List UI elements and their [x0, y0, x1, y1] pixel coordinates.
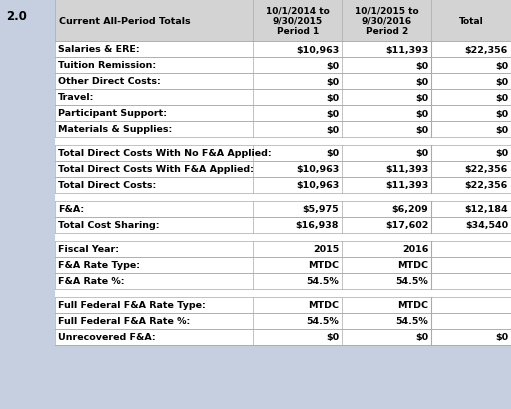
Bar — [55, 257, 511, 273]
Text: $0: $0 — [415, 149, 428, 158]
Text: Salaries & ERE:: Salaries & ERE: — [58, 45, 140, 54]
Text: $0: $0 — [495, 109, 508, 118]
Text: F&A:: F&A: — [58, 205, 84, 214]
Text: Full Federal F&A Rate Type:: Full Federal F&A Rate Type: — [58, 301, 206, 310]
Text: $0: $0 — [415, 125, 428, 134]
Text: $0: $0 — [326, 125, 339, 134]
Text: 2016: 2016 — [402, 245, 428, 254]
Text: 2.0: 2.0 — [6, 10, 27, 23]
Text: $0: $0 — [326, 77, 339, 86]
Text: Total Direct Costs With No F&A Applied:: Total Direct Costs With No F&A Applied: — [58, 149, 272, 158]
Text: 10/1/2014 to
9/30/2015
Period 1: 10/1/2014 to 9/30/2015 Period 1 — [266, 6, 330, 36]
Text: 2015: 2015 — [313, 245, 339, 254]
Bar — [55, 138, 511, 146]
Text: $11,393: $11,393 — [385, 45, 428, 54]
Text: Total Cost Sharing:: Total Cost Sharing: — [58, 221, 159, 230]
Bar — [55, 241, 511, 257]
Text: 54.5%: 54.5% — [396, 277, 428, 286]
Bar — [55, 345, 511, 409]
Bar — [55, 313, 511, 329]
Text: $0: $0 — [495, 149, 508, 158]
Bar — [55, 273, 511, 289]
Text: $10,963: $10,963 — [296, 45, 339, 54]
Bar — [55, 0, 511, 42]
Text: $0: $0 — [415, 77, 428, 86]
Text: Tuition Remission:: Tuition Remission: — [58, 61, 156, 70]
Bar — [55, 58, 511, 74]
Text: $22,356: $22,356 — [464, 165, 508, 174]
Text: MTDC: MTDC — [308, 301, 339, 310]
Text: MTDC: MTDC — [308, 261, 339, 270]
Text: F&A Rate %:: F&A Rate %: — [58, 277, 125, 286]
Text: MTDC: MTDC — [397, 301, 428, 310]
Bar — [55, 122, 511, 138]
Text: $0: $0 — [326, 333, 339, 342]
Text: 54.5%: 54.5% — [307, 317, 339, 326]
Bar — [55, 234, 511, 241]
Text: $11,393: $11,393 — [385, 181, 428, 190]
Text: $0: $0 — [495, 93, 508, 102]
Text: $22,356: $22,356 — [464, 181, 508, 190]
Bar — [55, 74, 511, 90]
Text: $0: $0 — [495, 333, 508, 342]
Text: $0: $0 — [415, 93, 428, 102]
Text: $0: $0 — [495, 125, 508, 134]
Bar — [55, 106, 511, 122]
Text: Current All-Period Totals: Current All-Period Totals — [59, 16, 191, 25]
Text: $0: $0 — [326, 93, 339, 102]
Bar — [55, 90, 511, 106]
Text: Other Direct Costs:: Other Direct Costs: — [58, 77, 161, 86]
Text: Total Direct Costs With F&A Applied:: Total Direct Costs With F&A Applied: — [58, 165, 254, 174]
Text: 54.5%: 54.5% — [396, 317, 428, 326]
Bar — [55, 329, 511, 345]
Bar — [55, 42, 511, 58]
Text: $10,963: $10,963 — [296, 165, 339, 174]
Text: $16,938: $16,938 — [296, 221, 339, 230]
Text: $6,209: $6,209 — [391, 205, 428, 214]
Text: $22,356: $22,356 — [464, 45, 508, 54]
Text: F&A Rate Type:: F&A Rate Type: — [58, 261, 140, 270]
Text: Travel:: Travel: — [58, 93, 95, 102]
Text: Total Direct Costs:: Total Direct Costs: — [58, 181, 156, 190]
Text: Materials & Supplies:: Materials & Supplies: — [58, 125, 172, 134]
Text: $0: $0 — [495, 77, 508, 86]
Text: $0: $0 — [415, 61, 428, 70]
Bar — [55, 193, 511, 202]
Text: Fiscal Year:: Fiscal Year: — [58, 245, 119, 254]
Text: $0: $0 — [326, 109, 339, 118]
Bar — [0, 345, 55, 409]
Text: $0: $0 — [326, 149, 339, 158]
Text: $17,602: $17,602 — [385, 221, 428, 230]
Text: 54.5%: 54.5% — [307, 277, 339, 286]
Text: $5,975: $5,975 — [303, 205, 339, 214]
Text: $0: $0 — [326, 61, 339, 70]
Text: $34,540: $34,540 — [465, 221, 508, 230]
Bar — [55, 289, 511, 297]
Bar — [55, 146, 511, 162]
Text: $11,393: $11,393 — [385, 165, 428, 174]
Text: Total: Total — [459, 16, 483, 25]
Bar — [55, 162, 511, 178]
Text: $0: $0 — [495, 61, 508, 70]
Text: Full Federal F&A Rate %:: Full Federal F&A Rate %: — [58, 317, 190, 326]
Text: 10/1/2015 to
9/30/2016
Period 2: 10/1/2015 to 9/30/2016 Period 2 — [355, 6, 419, 36]
Text: $0: $0 — [415, 333, 428, 342]
Text: Participant Support:: Participant Support: — [58, 109, 167, 118]
Text: $0: $0 — [415, 109, 428, 118]
Bar — [55, 202, 511, 218]
Bar — [55, 178, 511, 193]
Text: $10,963: $10,963 — [296, 181, 339, 190]
Text: $12,184: $12,184 — [464, 205, 508, 214]
Text: Unrecovered F&A:: Unrecovered F&A: — [58, 333, 156, 342]
Text: MTDC: MTDC — [397, 261, 428, 270]
Bar — [55, 218, 511, 234]
Bar — [55, 297, 511, 313]
